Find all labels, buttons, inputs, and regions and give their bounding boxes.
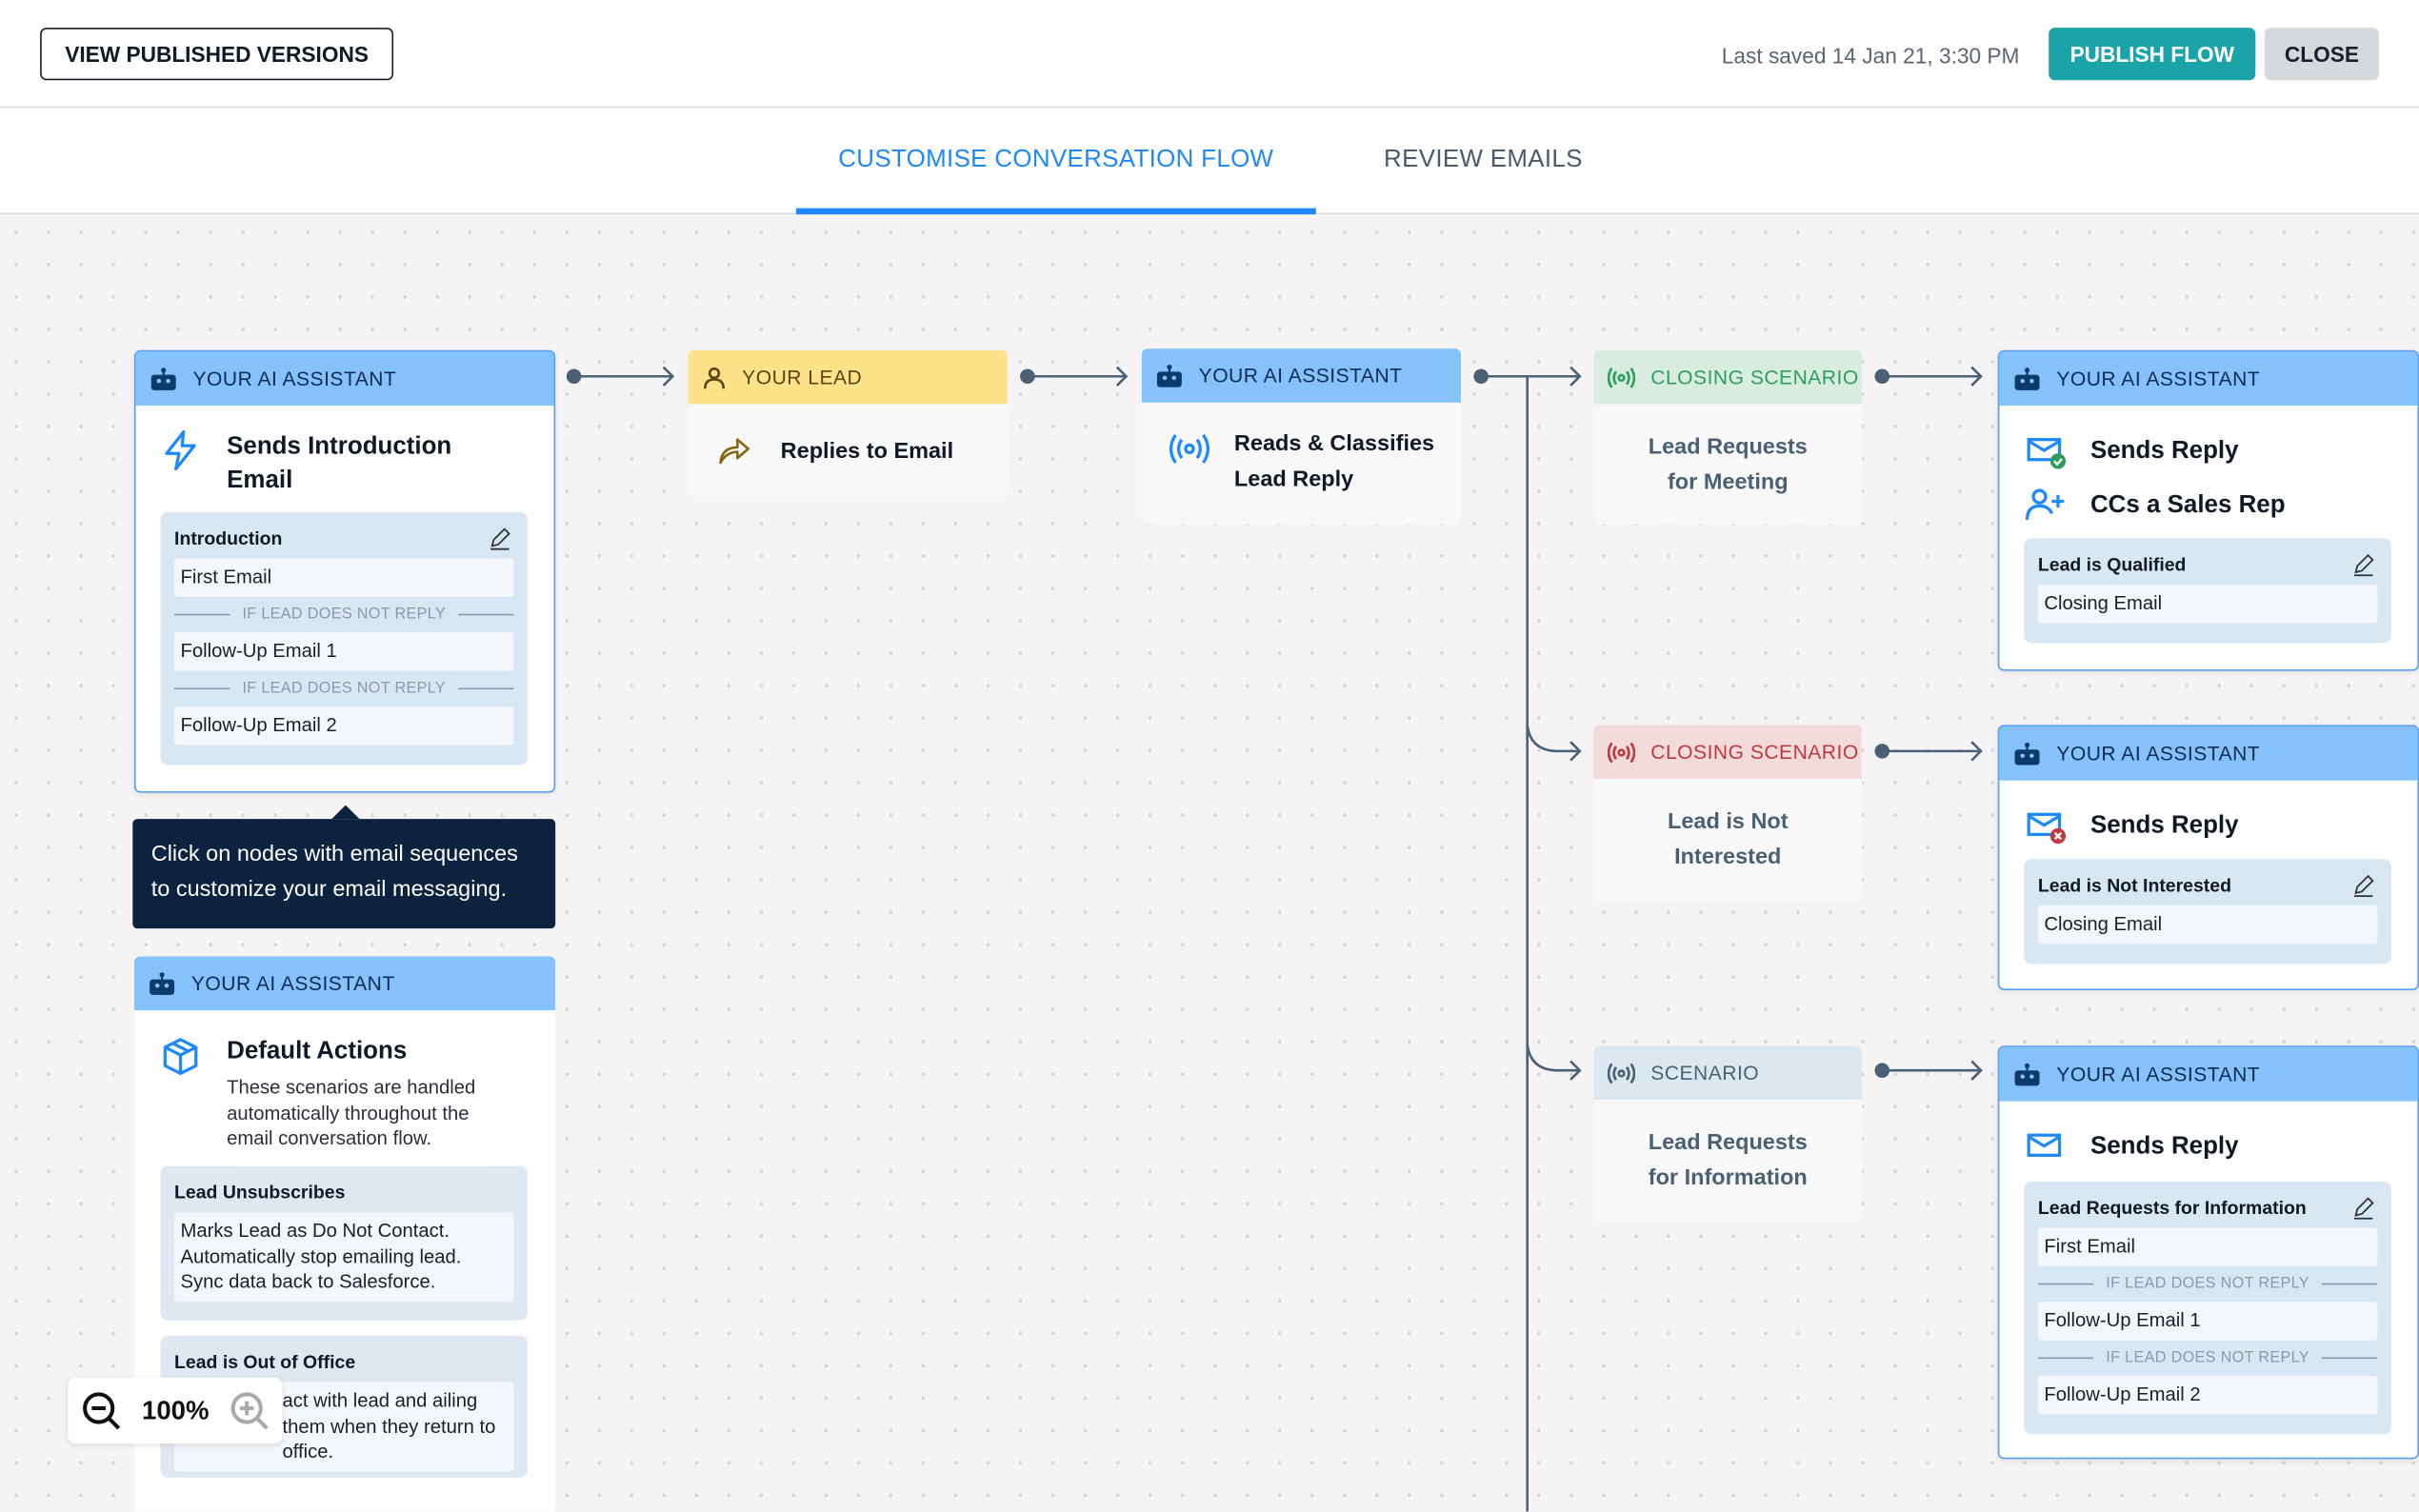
node-send-introduction[interactable]: YOUR AI ASSISTANT Sends Introduction Ema… [133, 349, 556, 793]
node-header-label: YOUR AI ASSISTANT [2056, 1063, 2261, 1086]
add-person-icon [2025, 488, 2065, 520]
email-sequence[interactable]: Lead Requests for Information First Emai… [2024, 1181, 2391, 1435]
robot-icon [2014, 742, 2040, 765]
email-icon [2027, 1133, 2062, 1157]
node-description: These scenarios are handled automaticall… [227, 1076, 476, 1149]
edit-pencil-icon[interactable] [2351, 873, 2376, 898]
connector-3 [1473, 366, 1582, 387]
zoom-out-icon[interactable] [80, 1389, 123, 1432]
separator: IF LEAD DOES NOT REPLY [174, 671, 513, 706]
node-header-label: YOUR AI ASSISTANT [1198, 364, 1403, 388]
node-title: Reads & Classifies [1233, 431, 1435, 457]
connector-1 [566, 366, 675, 387]
node-default-actions: YOUR AI ASSISTANT Default Actions These … [133, 956, 556, 1512]
node-classify-reply: YOUR AI ASSISTANT Reads & Classifies Lead… [1141, 348, 1462, 525]
email-x-icon [2027, 812, 2067, 845]
separator: IF LEAD DOES NOT REPLY [174, 597, 513, 632]
zoom-control: 100% [68, 1377, 283, 1444]
top-bar: VIEW PUBLISHED VERSIONS Last saved 14 Ja… [0, 0, 2419, 109]
connector-5 [1874, 741, 1983, 762]
node-subtitle: CCs a Sales Rep [2089, 491, 2286, 519]
node-scenario-meeting: CLOSING SCENARIO Lead Requests for Meetin… [1593, 349, 1863, 525]
last-saved-text: Last saved 14 Jan 21, 3:30 PM [1721, 43, 2020, 69]
node-header-label: YOUR AI ASSISTANT [2056, 742, 2261, 766]
email-item[interactable]: Follow-Up Email 2 [174, 706, 514, 746]
edit-pencil-icon[interactable] [2351, 552, 2376, 577]
connector-2 [1020, 366, 1129, 387]
publish-flow-button[interactable]: PUBLISH FLOW [2049, 28, 2256, 81]
node-reply-information[interactable]: YOUR AI ASSISTANT Sends Reply Lead Reque… [1997, 1045, 2419, 1460]
node-header-label: CLOSING SCENARIO [1650, 740, 1859, 764]
scenario-label: Lead Requests for Information [1648, 1130, 1808, 1191]
person-icon [703, 367, 726, 388]
sequence-title: Lead is Qualified [2037, 553, 2187, 576]
node-header-label: YOUR AI ASSISTANT [192, 367, 397, 390]
node-title: Sends Reply [2089, 1133, 2239, 1161]
zoom-in-icon[interactable] [230, 1389, 272, 1432]
node-title: Sends Introduction Email [227, 433, 452, 494]
scenario-label: Lead is Not Interested [1667, 809, 1789, 870]
node-header-label: CLOSING SCENARIO [1650, 365, 1859, 389]
node-title: Replies to Email [780, 439, 954, 465]
robot-icon [1156, 364, 1182, 387]
node-header-label: YOUR AI ASSISTANT [190, 971, 395, 995]
node-header-label: YOUR LEAD [742, 365, 863, 389]
node-lead-replies: YOUR LEAD Replies to Email [688, 349, 1008, 497]
email-item[interactable]: First Email [2037, 1227, 2378, 1266]
close-button[interactable]: CLOSE [2265, 28, 2379, 81]
view-published-versions-button[interactable]: VIEW PUBLISHED VERSIONS [40, 28, 394, 81]
node-header-label: SCENARIO [1650, 1061, 1760, 1084]
tab-review-emails[interactable]: REVIEW EMAILS [1384, 146, 1583, 173]
email-item[interactable]: First Email [174, 558, 514, 597]
node-title: Sends Reply [2089, 812, 2239, 840]
email-sequence[interactable]: Lead is Not Interested Closing Email [2024, 859, 2391, 965]
email-item[interactable]: Closing Email [2037, 584, 2378, 624]
scenario-label: Lead Requests for Meeting [1648, 434, 1808, 495]
edit-pencil-icon[interactable] [488, 526, 512, 550]
email-item[interactable]: Follow-Up Email 2 [2037, 1375, 2378, 1415]
email-item[interactable]: Follow-Up Email 1 [174, 632, 514, 671]
node-title: Sends Reply [2089, 438, 2239, 465]
tab-bar: CUSTOMISE CONVERSATION FLOW REVIEW EMAIL… [0, 108, 2419, 215]
email-item[interactable]: Closing Email [2037, 905, 2378, 945]
broadcast-icon [1607, 367, 1636, 388]
node-reply-qualified[interactable]: YOUR AI ASSISTANT Sends Reply CCs a Sale… [1997, 349, 2419, 671]
email-sequence[interactable]: Lead is Qualified Closing Email [2024, 538, 2391, 644]
robot-icon [150, 367, 176, 390]
zoom-level: 100% [142, 1395, 210, 1424]
email-check-icon [2027, 438, 2067, 469]
broadcast-icon [1607, 741, 1636, 763]
lightning-icon [165, 429, 196, 471]
default-action-item: Lead Unsubscribes Marks Lead as Do Not C… [160, 1165, 529, 1321]
hint-tooltip: Click on nodes with email sequences to c… [132, 805, 556, 929]
sequence-title: Lead Requests for Information [2037, 1197, 2307, 1219]
email-sequence[interactable]: Introduction First Email IF LEAD DOES NO… [160, 511, 529, 766]
connector-branch [1526, 376, 1582, 1512]
sequence-title: Lead is Not Interested [2037, 874, 2231, 897]
broadcast-icon [1169, 433, 1210, 464]
node-header-label: YOUR AI ASSISTANT [2056, 367, 2261, 390]
broadcast-icon [1607, 1062, 1636, 1084]
edit-pencil-icon[interactable] [2351, 1195, 2376, 1220]
node-reply-not-interested[interactable]: YOUR AI ASSISTANT Sends Reply Lead is No… [1997, 725, 2419, 990]
connector-4 [1874, 366, 1983, 387]
node-scenario-information: SCENARIO Lead Requests for Information [1593, 1045, 1863, 1222]
robot-icon [150, 971, 175, 995]
tab-customise-conversation-flow[interactable]: CUSTOMISE CONVERSATION FLOW [795, 147, 1316, 215]
separator: IF LEAD DOES NOT REPLY [2038, 1266, 2377, 1302]
robot-icon [2014, 1062, 2040, 1085]
separator: IF LEAD DOES NOT REPLY [2038, 1341, 2377, 1376]
sequence-title: Introduction [174, 527, 283, 549]
reply-arrow-icon [719, 438, 750, 465]
email-item[interactable]: Follow-Up Email 1 [2037, 1302, 2378, 1341]
node-title: Default Actions [227, 1038, 408, 1064]
robot-icon [2014, 367, 2040, 390]
connector-6 [1874, 1060, 1983, 1081]
box-icon [163, 1038, 198, 1076]
node-scenario-not-interested: CLOSING SCENARIO Lead is Not Interested [1593, 725, 1863, 903]
